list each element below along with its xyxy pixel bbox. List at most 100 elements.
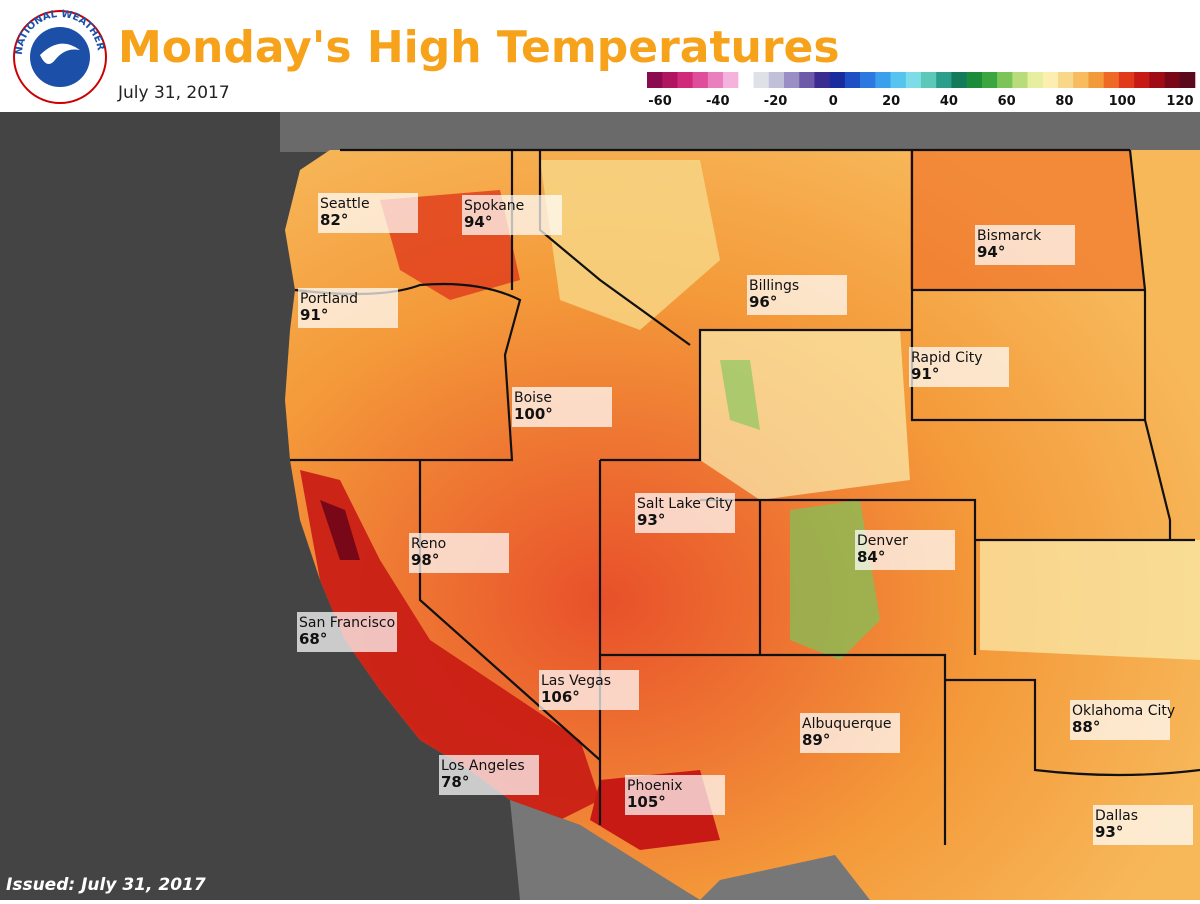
city-temp: 78° (441, 773, 469, 791)
legend-swatch (1088, 72, 1104, 88)
city-box (439, 755, 539, 795)
legend-swatch (966, 72, 983, 88)
city-box (318, 193, 418, 233)
hot-zone (320, 500, 360, 560)
city-temp: 94° (977, 243, 1005, 261)
city-temp: 93° (1095, 823, 1123, 841)
city-box (747, 275, 847, 315)
city-labels: Seattle82°Spokane94°Portland91°Bismarck9… (297, 193, 1193, 845)
legend-tick-label: -20 (764, 94, 788, 109)
city-name: Seattle (320, 196, 370, 212)
legend-swatch (1073, 72, 1089, 88)
city-name: Denver (857, 533, 908, 549)
legend-tick-label: 80 (1055, 94, 1073, 109)
city-temp: 96° (749, 293, 777, 311)
city-name: Los Angeles (441, 758, 525, 774)
date: July 31, 2017 (117, 83, 230, 103)
city-temp: 89° (802, 731, 830, 749)
legend-swatch (921, 72, 937, 88)
city-temp: 105° (627, 793, 666, 811)
legend-tick-label: 0 (829, 94, 838, 109)
city-name: Dallas (1095, 808, 1138, 824)
city-box (635, 493, 735, 533)
city-temp: 88° (1072, 718, 1100, 736)
legend-swatch (844, 72, 861, 88)
legend: -60 -40 -20 0 20 40 60 80 100 120 (647, 72, 1196, 109)
city-name: Rapid City (911, 350, 983, 366)
header-band (0, 0, 1200, 112)
city-box (539, 670, 639, 710)
legend-swatch (1058, 72, 1074, 88)
legend-swatch (723, 72, 739, 88)
legend-swatch (1164, 72, 1181, 88)
legend-swatch (1027, 72, 1044, 88)
city-temp: 91° (300, 306, 328, 324)
city-name: Bismarck (977, 228, 1042, 244)
legend-swatch (1012, 72, 1028, 88)
city-temp: 82° (320, 211, 348, 229)
cool-zone (540, 160, 720, 330)
issued: Issued: July 31, 2017 (6, 875, 206, 895)
legend-swatch (1179, 72, 1196, 88)
legend-tick-label: -40 (706, 94, 730, 109)
canada (280, 112, 1200, 152)
city-temp: 94° (464, 213, 492, 231)
city-temp: 98° (411, 551, 439, 569)
city-temp: 91° (911, 365, 939, 383)
city-name: Spokane (464, 198, 524, 214)
legend-swatch (753, 72, 770, 88)
hot-zone (910, 150, 1145, 290)
legend-tick-label: 40 (940, 94, 958, 109)
mountains (720, 360, 760, 430)
legend-swatch (997, 72, 1013, 88)
city-box (1070, 700, 1170, 740)
city-name: San Francisco (299, 615, 395, 631)
legend-tick-label: 20 (882, 94, 900, 109)
legend-tick-label: 100 (1109, 94, 1136, 109)
city-temp: 100° (514, 405, 553, 423)
legend-swatch (677, 72, 693, 88)
city-name: Phoenix (627, 778, 683, 794)
mexico (700, 855, 870, 900)
legend-swatch (1134, 72, 1150, 88)
legend-swatch (905, 72, 922, 88)
legend-tick-label: 60 (998, 94, 1016, 109)
city-name: Salt Lake City (637, 496, 733, 512)
city-name: Portland (300, 291, 358, 307)
legend-swatch (768, 72, 785, 88)
legend-swatch (784, 72, 800, 88)
city-name: Oklahoma City (1072, 703, 1175, 719)
mexico (510, 800, 700, 900)
legend-swatch (1118, 72, 1135, 88)
legend-swatch (936, 72, 952, 88)
legend-swatch (1042, 72, 1059, 88)
city-name: Reno (411, 536, 446, 552)
city-box (1093, 805, 1193, 845)
city-box (462, 195, 562, 235)
city-box (625, 775, 725, 815)
hot-zone (300, 470, 600, 820)
city-temp: 93° (637, 511, 665, 529)
legend-swatch (860, 72, 876, 88)
city-box (975, 225, 1075, 265)
legend-swatch (738, 72, 754, 88)
city-name: Boise (514, 390, 552, 406)
legend-swatch (1149, 72, 1165, 88)
legend-tick-label: 120 (1166, 94, 1193, 109)
city-box (800, 713, 900, 753)
city-box (298, 288, 398, 328)
legend-swatch (799, 72, 815, 88)
legend-swatch (707, 72, 724, 88)
